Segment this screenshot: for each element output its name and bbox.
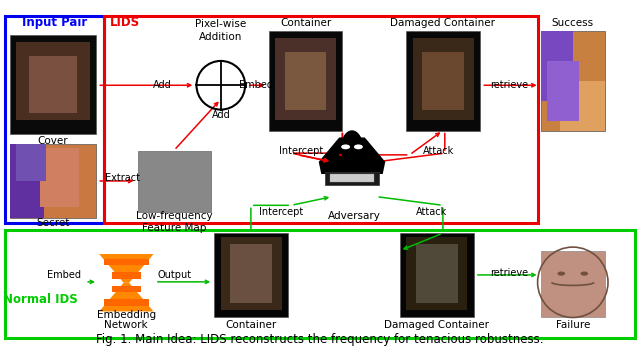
- Bar: [104, 16, 538, 223]
- Circle shape: [557, 271, 565, 276]
- Bar: [40, 148, 79, 207]
- Text: Normal IDS: Normal IDS: [3, 293, 77, 306]
- Text: Container: Container: [280, 18, 332, 27]
- Bar: [400, 233, 474, 317]
- Text: Attack: Attack: [423, 147, 454, 156]
- Polygon shape: [99, 254, 154, 283]
- Text: Add: Add: [211, 110, 230, 120]
- Circle shape: [580, 271, 588, 276]
- Text: Attack: Attack: [417, 207, 447, 217]
- Text: retrieve: retrieve: [490, 80, 528, 90]
- Bar: [560, 81, 605, 130]
- Text: Pixel-wise: Pixel-wise: [195, 19, 246, 29]
- Text: Fig. 1. Main Idea: LIDS reconstructs the frequency for tenacious robustness.: Fig. 1. Main Idea: LIDS reconstructs the…: [96, 333, 544, 346]
- Circle shape: [341, 144, 350, 149]
- Bar: [541, 31, 573, 101]
- Text: Add: Add: [152, 80, 172, 90]
- Bar: [541, 251, 605, 317]
- Bar: [104, 299, 148, 306]
- Text: Embed: Embed: [47, 270, 81, 280]
- Bar: [104, 259, 148, 266]
- Text: Adversary: Adversary: [328, 211, 380, 221]
- Text: Failure: Failure: [556, 321, 590, 330]
- Bar: [10, 144, 96, 218]
- Text: Feature Map: Feature Map: [142, 223, 206, 233]
- Polygon shape: [319, 137, 385, 174]
- Bar: [547, 61, 579, 121]
- Bar: [111, 272, 141, 279]
- Circle shape: [354, 144, 363, 149]
- Bar: [406, 237, 467, 310]
- Bar: [221, 237, 282, 310]
- Text: Network: Network: [104, 321, 148, 330]
- Bar: [16, 42, 90, 120]
- Text: Intercept: Intercept: [278, 147, 323, 156]
- Text: Intercept: Intercept: [259, 207, 304, 217]
- Bar: [541, 31, 605, 130]
- Bar: [413, 38, 474, 120]
- Bar: [422, 52, 464, 110]
- Text: LIDS: LIDS: [109, 16, 140, 29]
- Ellipse shape: [341, 130, 364, 166]
- Text: Cover: Cover: [38, 136, 68, 146]
- Text: Addition: Addition: [199, 32, 243, 41]
- Text: Success: Success: [552, 18, 594, 27]
- Bar: [5, 16, 104, 223]
- Bar: [230, 244, 272, 303]
- Polygon shape: [99, 283, 154, 311]
- Bar: [269, 31, 342, 130]
- Text: Input Pair: Input Pair: [22, 16, 87, 29]
- Bar: [275, 38, 336, 120]
- Bar: [10, 144, 44, 218]
- Bar: [214, 233, 288, 317]
- Text: Embedding: Embedding: [97, 310, 156, 320]
- Bar: [416, 244, 458, 303]
- Text: retrieve: retrieve: [490, 268, 528, 278]
- Bar: [138, 151, 211, 212]
- Bar: [29, 56, 77, 113]
- Text: Damaged Container: Damaged Container: [384, 321, 489, 330]
- Bar: [325, 172, 379, 185]
- Bar: [16, 144, 46, 181]
- Bar: [10, 35, 96, 134]
- Text: Secret: Secret: [36, 218, 70, 228]
- Bar: [330, 174, 374, 182]
- Text: Low-frequency: Low-frequency: [136, 211, 212, 221]
- Text: Extract: Extract: [106, 173, 140, 183]
- Text: Output: Output: [157, 270, 192, 280]
- Bar: [5, 230, 635, 338]
- Bar: [406, 31, 480, 130]
- Text: Damaged Container: Damaged Container: [390, 18, 495, 27]
- Bar: [111, 286, 141, 292]
- Text: Embed: Embed: [239, 80, 273, 90]
- Text: Container: Container: [225, 321, 276, 330]
- Bar: [285, 52, 326, 110]
